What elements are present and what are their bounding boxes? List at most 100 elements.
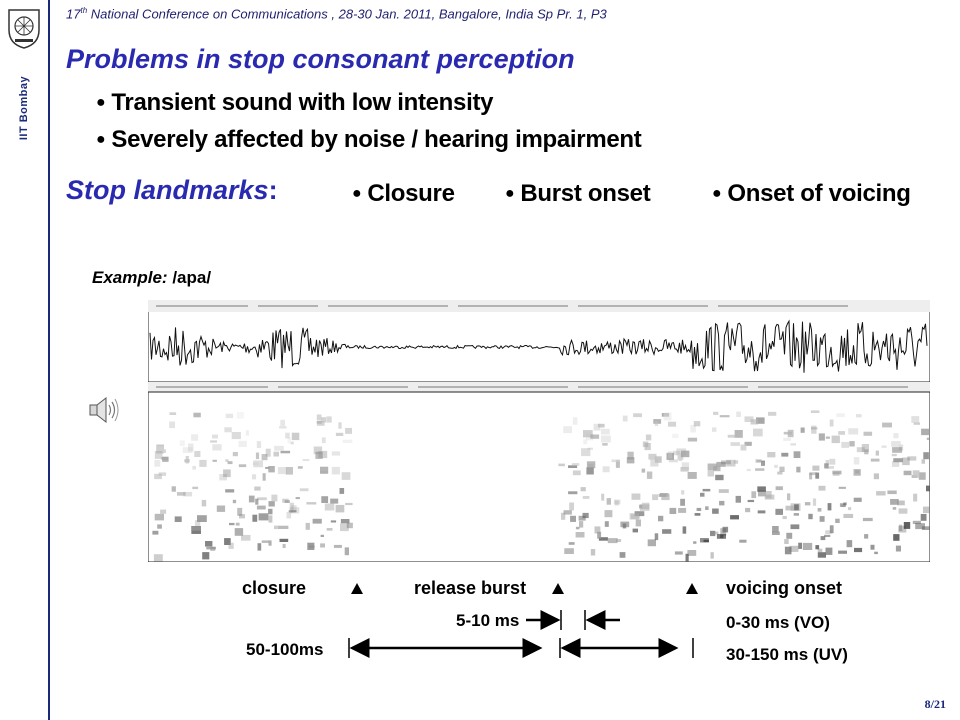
spectrogram-texture <box>590 434 600 439</box>
spectrogram-texture <box>841 504 846 508</box>
spectrogram-texture <box>793 513 799 516</box>
speaker-icon[interactable] <box>88 394 120 426</box>
spectrogram-texture <box>718 489 729 493</box>
spectrogram-texture <box>619 552 626 558</box>
spectrogram-texture <box>775 486 783 491</box>
spectrogram-texture <box>923 452 929 460</box>
spectrogram-texture <box>838 486 846 489</box>
spectrogram-texture <box>912 520 921 524</box>
spectrogram-texture <box>316 421 325 426</box>
spectrogram-texture <box>694 513 701 516</box>
spectrogram-texture <box>225 459 229 462</box>
spectrogram-texture <box>611 459 620 463</box>
spectrogram-texture <box>265 448 271 457</box>
spectrogram-texture <box>579 521 584 528</box>
spectrogram-texture <box>338 422 342 429</box>
spectrogram-texture <box>891 441 901 447</box>
spectrogram-texture <box>169 421 175 429</box>
closure-duration-label: 50-100ms <box>246 640 324 659</box>
voicing-onset-label: voicing onset <box>726 578 842 598</box>
spectrogram-texture <box>201 499 207 507</box>
spectrogram-texture <box>154 459 161 467</box>
spectrogram-texture <box>601 493 605 501</box>
bullet-dot-icon: ● <box>96 94 106 111</box>
spectrogram-texture <box>739 539 747 543</box>
spectrogram-texture <box>331 466 340 475</box>
spectrogram-texture <box>903 470 912 476</box>
spectrogram-texture <box>563 510 572 515</box>
spectrogram-texture <box>340 519 350 524</box>
spectrogram-texture <box>288 510 297 513</box>
spectrogram-texture <box>819 516 825 522</box>
spectrogram-texture <box>811 425 817 434</box>
spectrogram-texture <box>268 501 275 507</box>
spectrogram-texture <box>777 471 783 475</box>
spectrogram-texture <box>915 523 925 530</box>
spectrogram-texture <box>853 457 860 465</box>
spectrogram-texture <box>568 491 578 495</box>
spectrogram-texture <box>897 500 905 506</box>
spectrogram-texture <box>926 485 930 492</box>
spectrogram-texture <box>853 497 862 502</box>
spectrogram-texture <box>687 472 697 479</box>
spectrogram-texture <box>641 468 646 473</box>
spectrogram-texture <box>820 536 826 541</box>
spectrogram-texture <box>891 461 900 467</box>
spectrogram-texture <box>597 531 602 539</box>
spectrogram-texture <box>835 518 840 523</box>
spectrogram-texture <box>583 430 593 438</box>
spectrogram-texture <box>892 507 897 510</box>
spectrogram-texture <box>808 513 813 520</box>
spectrogram-texture <box>641 502 650 510</box>
spectrogram-texture <box>633 413 642 418</box>
spectrogram-texture <box>346 522 353 529</box>
spectrogram-texture <box>183 491 193 497</box>
spectrogram-texture <box>158 472 167 476</box>
spectrogram-texture <box>575 532 585 538</box>
spectrogram-texture <box>258 513 269 521</box>
landmark-burst-onset: ● Burst onset <box>505 180 651 207</box>
spectrogram-texture <box>197 515 207 522</box>
spectrogram-texture <box>652 494 659 501</box>
spectrogram-texture <box>255 452 260 460</box>
spectrogram-texture <box>824 534 831 537</box>
spectrogram-texture <box>607 538 618 544</box>
spectrogram-texture <box>804 502 811 506</box>
spectrogram-texture <box>811 427 818 430</box>
spectrogram-texture <box>841 441 849 448</box>
spectrogram-texture <box>254 486 261 491</box>
spectrogram-texture <box>707 469 714 477</box>
conference-header: 17th National Conference on Communicatio… <box>66 6 607 22</box>
spectrogram-texture <box>564 548 574 554</box>
spectrogram-texture <box>289 502 294 510</box>
spectrogram-texture <box>920 514 927 521</box>
landmark-closure: ● Closure <box>352 180 455 207</box>
spectrogram-texture <box>892 447 903 453</box>
spectrogram-texture <box>722 526 729 533</box>
spectrogram-texture <box>707 463 718 470</box>
spectrogram-texture <box>586 461 596 469</box>
spectrogram-texture <box>750 419 759 425</box>
spectrogram-texture <box>678 508 687 513</box>
spectrogram-texture <box>182 447 193 453</box>
spectrogram-texture <box>277 467 287 475</box>
spectrogram-texture <box>680 498 685 506</box>
spectrogram-texture <box>286 511 292 519</box>
spectrogram-texture <box>257 543 262 551</box>
spectrogram-texture <box>846 540 853 548</box>
spectrogram-texture <box>206 546 216 550</box>
spectrogram-texture <box>563 426 572 434</box>
spectrogram-texture <box>644 443 651 451</box>
spectrogram-texture <box>268 466 275 473</box>
spectrogram-texture <box>191 526 201 534</box>
spectrogram-texture <box>295 497 300 500</box>
spectrogram-texture <box>809 473 813 480</box>
spectrogram-texture <box>654 533 659 541</box>
spectrogram-texture <box>598 537 608 541</box>
spectrogram-texture <box>787 493 791 501</box>
spectrogram-texture <box>331 451 341 456</box>
spectrogram-texture <box>662 529 672 534</box>
spectrogram-texture <box>297 466 303 469</box>
spectrogram-texture <box>666 452 674 460</box>
spectrogram-texture <box>645 434 652 441</box>
